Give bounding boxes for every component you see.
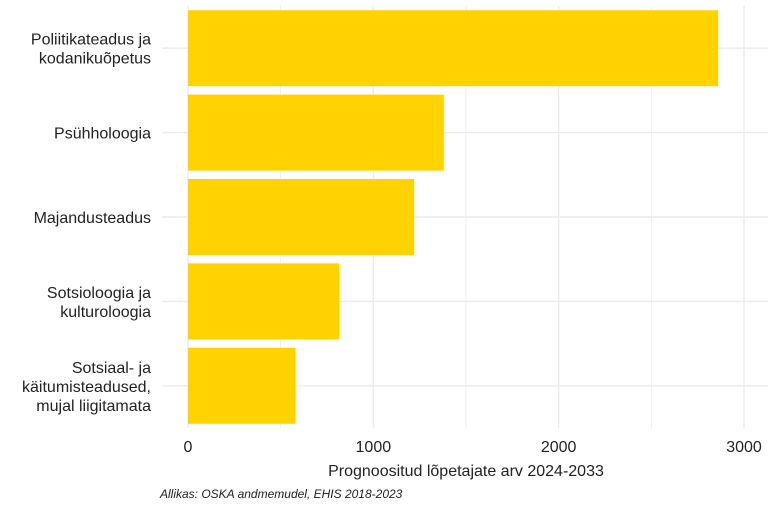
bar: [188, 94, 444, 171]
category-label: kulturoloogia: [60, 304, 151, 321]
category-label: käitumisteadused,: [22, 379, 151, 396]
category-label: Majandusteadus: [34, 210, 151, 227]
x-tick-label: 1000: [356, 439, 392, 456]
bar: [188, 10, 719, 87]
category-label: Poliitikateadus ja: [31, 32, 151, 49]
category-label: Psühholoogia: [54, 126, 151, 143]
bar: [188, 347, 296, 424]
category-label: kodanikuõpetus: [39, 51, 151, 68]
x-tick-label: 2000: [541, 439, 577, 456]
bars: [188, 10, 719, 424]
x-tick-labels: 0 1000 2000 3000: [184, 439, 762, 456]
source-caption: Allikas: OSKA andmemudel, EHIS 2018-2023: [160, 487, 403, 501]
x-tick-label: 3000: [726, 439, 762, 456]
bar: [188, 263, 340, 340]
x-tick-label: 0: [184, 439, 193, 456]
category-label: mujal liigitamata: [36, 398, 151, 415]
category-label: Sotsiaal- ja: [72, 360, 151, 377]
x-axis-title: Prognoositud lõpetajate arv 2024-2033: [328, 463, 604, 480]
bar: [188, 179, 415, 255]
category-labels: Poliitikateadus ja kodanikuõpetus Psühholo…: [22, 32, 151, 415]
category-label: Sotsioloogia ja: [47, 285, 151, 302]
